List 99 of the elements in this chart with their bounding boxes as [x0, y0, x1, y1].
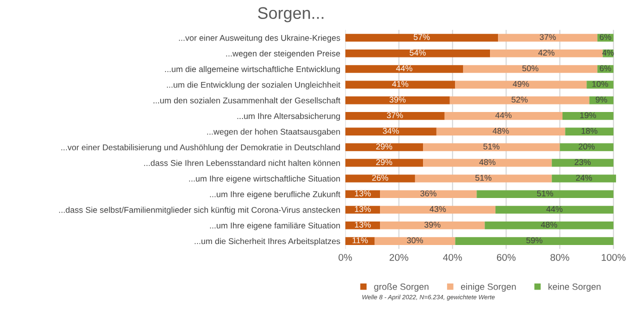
data-label: 36%: [420, 190, 436, 196]
data-label: 13%: [354, 206, 371, 212]
data-label: 43%: [430, 206, 446, 212]
bar: [345, 128, 436, 136]
data-label: 13%: [354, 190, 371, 196]
data-label: 9%: [596, 96, 608, 103]
data-label: 29%: [376, 144, 392, 150]
data-label: 51%: [537, 190, 554, 196]
y-tick-label: ...um Ihre eigene berufliche Zukunft: [210, 191, 340, 199]
bar: [450, 96, 590, 104]
bar: [345, 221, 380, 230]
data-label: 18%: [582, 128, 598, 134]
bar: [476, 190, 614, 198]
data-label: 49%: [512, 80, 529, 87]
legend-label: große Sorgen: [374, 283, 428, 292]
data-label: 54%: [410, 50, 426, 56]
bar: [565, 128, 614, 136]
bar: [380, 206, 496, 214]
bar: [345, 65, 464, 73]
bar: [380, 221, 485, 230]
x-tick-label: 60%: [496, 254, 516, 261]
y-tick-label: ...dass Sie Ihren Lebensstandard nicht halten können: [144, 160, 340, 166]
bar: [345, 174, 415, 182]
y-tick-label: ...vor einer Destabilisierung und Aushöhlung der Demokratie in Deutschland: [61, 144, 340, 152]
x-tick-label: 40%: [443, 254, 462, 261]
legend-label: einige Sorgen: [460, 283, 516, 292]
y-tick-label: ...wegen der hohen Staatsausgaben: [207, 128, 340, 136]
data-label: 44%: [546, 206, 562, 212]
data-label: 48%: [540, 222, 558, 228]
chart-title: Sorgen...: [258, 7, 324, 22]
x-tick-label: 0%: [338, 254, 352, 261]
x-tick-label: 80%: [550, 254, 570, 261]
bar: [380, 190, 477, 198]
bar: [490, 49, 603, 58]
data-label: 59%: [526, 237, 542, 244]
bar: [552, 158, 614, 167]
bar: [345, 158, 424, 167]
data-label: 13%: [354, 222, 371, 228]
data-label: 57%: [414, 34, 430, 40]
bar: [484, 221, 614, 230]
data-label: 29%: [376, 159, 392, 166]
data-label: 10%: [592, 80, 608, 87]
y-tick-label: ...um die Entwicklung der sozialen Ungleichheit: [166, 82, 340, 90]
bar: [498, 34, 598, 42]
y-tick-label: ...um Ihre Altersabsicherung: [237, 112, 340, 121]
y-tick-label: ...wegen der steigenden Preise: [226, 50, 340, 58]
data-label: 6%: [600, 34, 612, 40]
data-label: 44%: [495, 112, 512, 118]
bar: [414, 174, 552, 182]
bar: [463, 65, 598, 73]
bar: [455, 80, 587, 89]
bar: [345, 80, 456, 89]
bar: [444, 112, 562, 120]
data-label: 39%: [390, 96, 406, 103]
bar: [423, 158, 552, 167]
data-label: 37%: [540, 34, 556, 40]
bar: [345, 143, 424, 152]
data-label: 20%: [578, 144, 595, 150]
y-tick-label: ...um den sozialen Zusammenhalt der Gesellschaft: [154, 97, 340, 104]
bar: [345, 96, 450, 104]
bar: [345, 112, 444, 120]
data-label: 23%: [574, 159, 591, 166]
data-label: 26%: [372, 174, 388, 181]
data-label: 44%: [396, 65, 412, 72]
y-tick-label: ...um die Sicherheit Ihres Arbeitsplatzes: [194, 238, 340, 246]
data-label: 24%: [576, 174, 592, 181]
data-label: 51%: [475, 174, 492, 181]
y-tick-label: ...dass Sie selbst/Familienmitglieder sich künftig mit Corona-Virus anstecken: [59, 206, 340, 215]
x-tick-label: 20%: [390, 254, 408, 261]
bar: [345, 34, 498, 42]
y-tick-label: ...vor einer Ausweitung des Ukraine-Krieges: [179, 34, 340, 42]
bar: [436, 128, 566, 136]
data-label: 42%: [538, 50, 554, 56]
data-label: 50%: [522, 65, 538, 72]
bar: [552, 174, 616, 182]
data-label: 11%: [352, 237, 368, 244]
data-label: 39%: [424, 222, 440, 228]
bar: [345, 190, 380, 198]
data-label: 41%: [392, 81, 408, 87]
bar: [495, 206, 614, 214]
data-label: 52%: [512, 96, 528, 103]
data-label: 6%: [600, 65, 612, 72]
x-tick-label: 100%: [602, 254, 626, 261]
y-tick-label: ...um Ihre eigene familiäre Situation: [210, 222, 340, 230]
bar: [455, 237, 614, 245]
data-label: 51%: [483, 144, 500, 150]
data-label: 30%: [406, 237, 424, 244]
bar: [374, 237, 456, 245]
data-label: 34%: [382, 128, 399, 134]
data-label: 37%: [386, 112, 403, 118]
bar: [423, 143, 560, 152]
legend-label: keine Sorgen: [548, 283, 601, 292]
bar: [562, 112, 614, 120]
data-label: 48%: [492, 128, 509, 134]
data-label: 48%: [479, 159, 496, 166]
bar: [345, 49, 490, 58]
y-tick-label: ...um die allgemeine wirtschaftliche Entwicklung: [165, 66, 340, 74]
y-tick-label: ...um Ihre eigene wirtschaftliche Situation: [189, 175, 340, 184]
data-label: 19%: [580, 112, 596, 118]
